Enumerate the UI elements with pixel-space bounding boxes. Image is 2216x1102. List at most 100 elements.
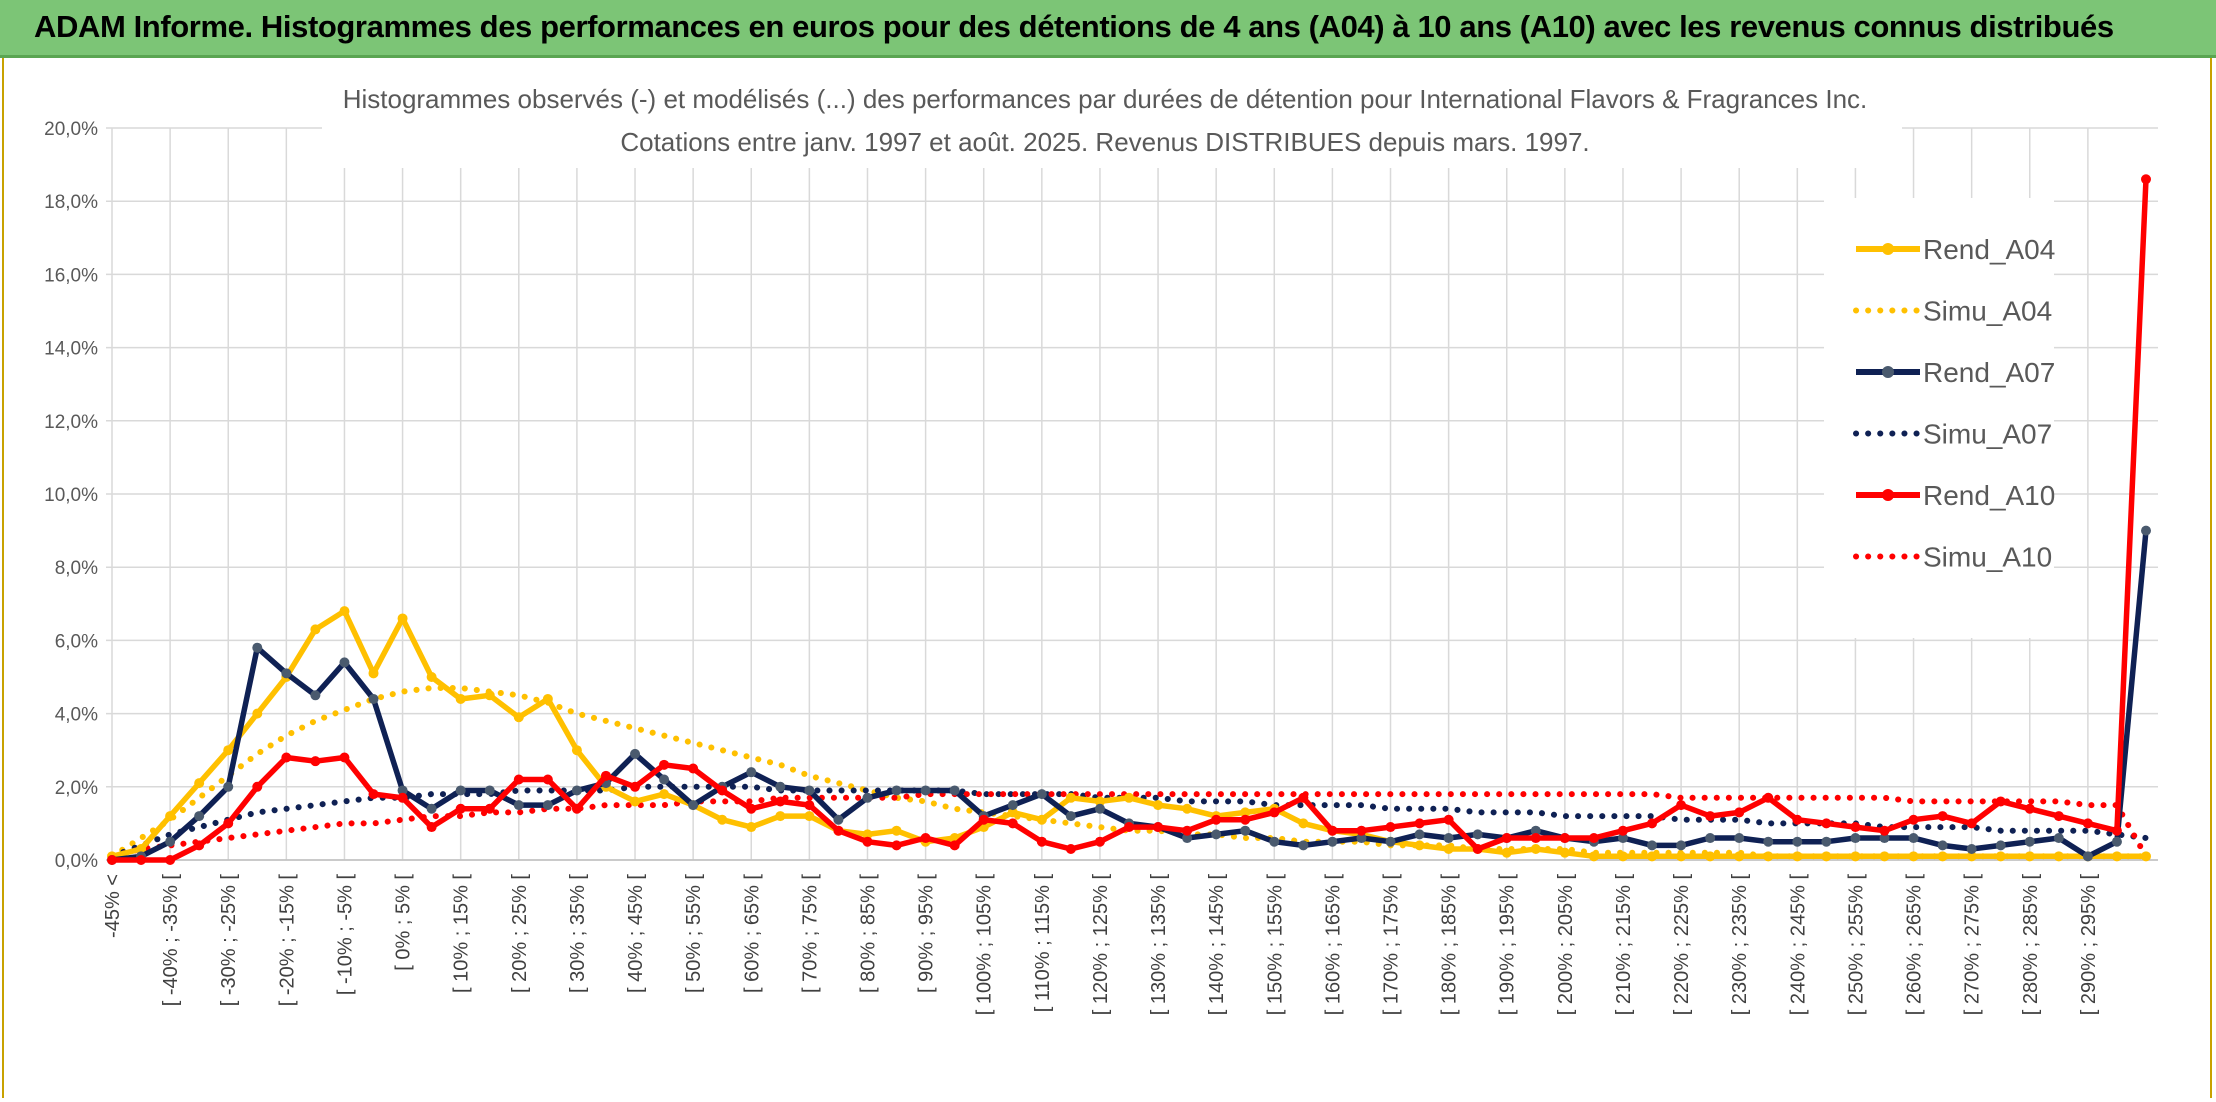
data-point xyxy=(136,844,147,855)
data-point xyxy=(310,690,321,701)
legend-label: Simu_A07 xyxy=(1923,419,2052,450)
data-point xyxy=(688,800,699,811)
x-tick-label: [ 140% ; 145% [ xyxy=(1206,874,1228,1016)
legend-item-Rend_A04: Rend_A04 xyxy=(1856,234,2055,265)
data-point xyxy=(1065,792,1076,803)
data-point xyxy=(1356,825,1367,836)
data-point xyxy=(223,745,234,756)
y-tick-label: 8,0% xyxy=(55,558,98,579)
data-point xyxy=(688,763,699,774)
data-point xyxy=(1966,818,1977,829)
data-point xyxy=(1792,851,1803,862)
data-point xyxy=(1763,836,1774,847)
legend-item-Simu_A07: Simu_A07 xyxy=(1853,419,2052,450)
series-Simu_A04 xyxy=(109,685,2149,860)
data-point xyxy=(2111,825,2122,836)
data-point xyxy=(1734,833,1745,844)
data-point xyxy=(2024,836,2035,847)
data-point xyxy=(746,803,757,814)
data-point xyxy=(891,840,902,851)
x-tick-label: [ 50% ; 55% [ xyxy=(683,874,705,993)
data-point xyxy=(484,785,495,796)
y-tick-label: 20,0% xyxy=(44,119,98,140)
data-point xyxy=(746,822,757,833)
data-point xyxy=(397,792,408,803)
data-point xyxy=(1356,833,1367,844)
x-tick-label: [ 60% ; 65% [ xyxy=(741,874,763,993)
data-point xyxy=(1094,796,1105,807)
data-point xyxy=(1617,833,1628,844)
data-point xyxy=(1036,789,1047,800)
data-point xyxy=(1211,814,1222,825)
x-tick-label: [ 160% ; 165% [ xyxy=(1322,874,1344,1016)
data-point xyxy=(1124,822,1134,833)
data-point xyxy=(2053,811,2064,822)
legend-label: Simu_A04 xyxy=(1923,296,2052,327)
legend-item-Simu_A04: Simu_A04 xyxy=(1853,296,2052,327)
data-point xyxy=(310,624,321,635)
data-point xyxy=(1298,818,1309,829)
data-point xyxy=(1850,851,1861,862)
legend-marker xyxy=(1882,489,1894,501)
x-tick-label: [ 190% ; 195% [ xyxy=(1497,874,1519,1016)
data-point xyxy=(1036,814,1047,825)
x-tick-label: [ 210% ; 215% [ xyxy=(1613,874,1635,1016)
data-point xyxy=(1211,829,1222,840)
data-point xyxy=(833,814,844,825)
data-point xyxy=(659,774,670,785)
data-point xyxy=(1937,851,1948,862)
data-point xyxy=(717,785,728,796)
data-point xyxy=(862,829,873,840)
x-tick-label: [ 20% ; 25% [ xyxy=(509,874,531,993)
legend-marker xyxy=(1882,243,1894,255)
data-point xyxy=(223,781,234,792)
data-point xyxy=(891,825,902,836)
x-tick-label: [ 110% ; 115% [ xyxy=(1032,874,1054,1013)
data-point xyxy=(1995,840,2006,851)
data-point xyxy=(1995,796,2006,807)
x-tick-label: [ 240% ; 245% [ xyxy=(1787,874,1809,1016)
data-point xyxy=(1647,840,1658,851)
data-point xyxy=(1065,811,1076,822)
data-point xyxy=(2053,851,2064,862)
data-point xyxy=(1153,822,1164,833)
data-point xyxy=(455,693,466,704)
data-point xyxy=(1792,836,1803,847)
x-axis: -45% < [ -40% ; -35% [[ -30% ; -25% [[ -2… xyxy=(102,874,2100,1016)
data-point xyxy=(949,840,960,851)
data-point xyxy=(1559,833,1570,844)
data-point xyxy=(1647,818,1658,829)
data-point xyxy=(1269,807,1280,818)
data-point xyxy=(1705,811,1716,822)
data-point xyxy=(223,818,234,829)
x-tick-label: [ 120% ; 125% [ xyxy=(1090,874,1112,1016)
x-tick-label: [ -40% ; -35% [ xyxy=(160,874,182,1007)
data-point xyxy=(1617,851,1628,862)
legend-label: Rend_A04 xyxy=(1923,234,2055,265)
series-line xyxy=(109,685,2149,860)
data-point xyxy=(1007,818,1018,829)
data-point xyxy=(1879,833,1890,844)
data-point xyxy=(455,785,466,796)
data-point xyxy=(1588,851,1599,862)
y-tick-label: 12,0% xyxy=(44,412,98,433)
data-point xyxy=(1094,803,1105,814)
data-point xyxy=(630,748,641,759)
data-point xyxy=(513,800,524,811)
data-point xyxy=(339,657,350,668)
data-point xyxy=(1182,825,1193,836)
data-point xyxy=(1007,800,1018,811)
data-point xyxy=(571,745,582,756)
data-point xyxy=(2111,851,2122,862)
data-point xyxy=(484,803,495,814)
data-point xyxy=(252,708,263,719)
data-point xyxy=(165,811,176,822)
legend-item-Rend_A10: Rend_A10 xyxy=(1856,480,2055,511)
data-point xyxy=(1443,844,1454,855)
x-tick-label: -45% < xyxy=(102,874,124,938)
data-point xyxy=(426,672,437,682)
x-tick-label: [ 220% ; 225% [ xyxy=(1671,874,1693,1016)
data-point xyxy=(1937,811,1948,822)
data-point xyxy=(862,792,873,803)
data-point xyxy=(426,803,437,814)
